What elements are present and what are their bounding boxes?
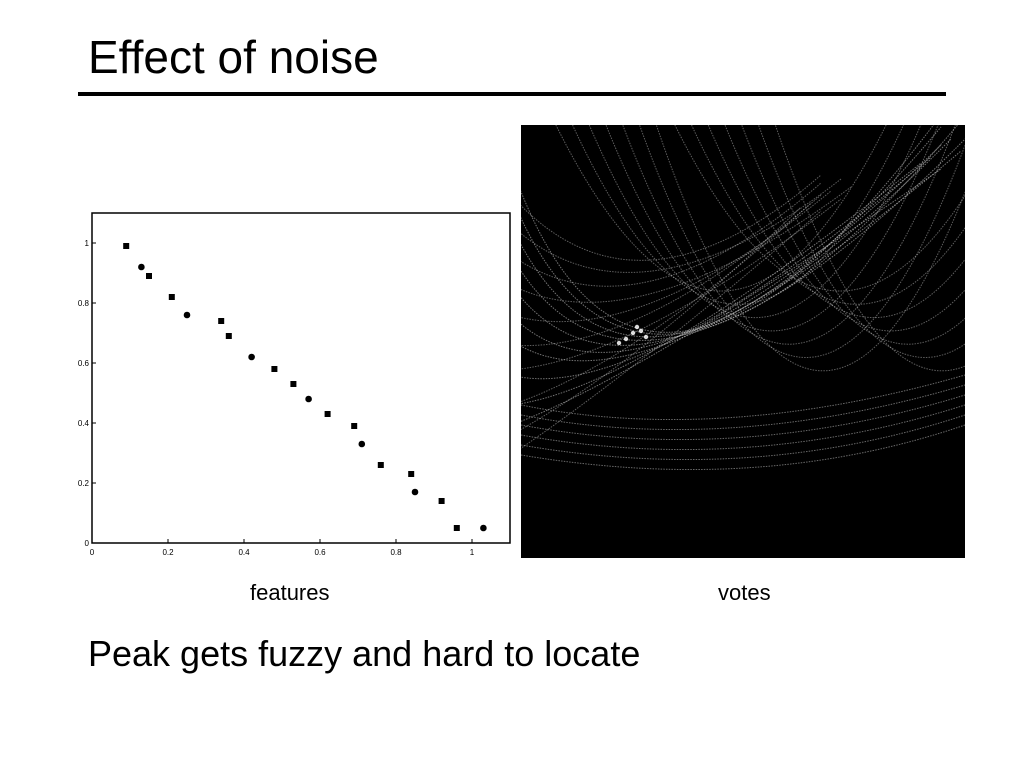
features-scatter-svg: 0 0.2 0.4 0.6 0.8 1 0 0.2 0.4 0.6 0.8 1: [78, 212, 511, 557]
data-point: [351, 423, 358, 429]
vote-curve: [572, 125, 904, 305]
vote-peak: [634, 324, 640, 330]
vote-curve: [521, 374, 965, 421]
features-caption: features: [250, 580, 330, 605]
vote-curve: [521, 414, 965, 461]
vote-curve: [674, 125, 965, 292]
vote-curve: [521, 186, 852, 303]
data-point: [271, 366, 278, 372]
data-point: [411, 488, 419, 496]
vote-curve: [521, 194, 822, 347]
vote-curve: [555, 125, 887, 292]
vote-curve: [521, 424, 965, 471]
data-point: [168, 294, 175, 300]
y-tick-label: 1: [85, 239, 90, 248]
vote-curve: [521, 206, 802, 430]
votes-accumulator-svg: [521, 125, 965, 471]
vote-curve: [521, 162, 922, 405]
data-point: [225, 333, 232, 339]
vote-curve: [521, 404, 965, 451]
vote-curve: [521, 168, 942, 422]
y-tick-label: 0.6: [78, 359, 90, 368]
vote-curve: [521, 138, 952, 346]
vote-curve: [521, 182, 822, 287]
data-point: [438, 498, 445, 504]
x-tick-label: 0.6: [314, 548, 326, 557]
vote-curve: [605, 125, 939, 332]
data-point: [248, 353, 255, 361]
data-point: [480, 524, 487, 532]
title-divider: [78, 92, 946, 96]
x-tick-label: 0.4: [238, 548, 250, 557]
data-point: [358, 440, 366, 448]
slide-title: Effect of noise: [88, 31, 379, 83]
vote-curve: [639, 125, 965, 358]
plot-frame: [91, 212, 511, 544]
vote-curve: [521, 156, 932, 380]
data-point: [290, 381, 297, 387]
votes-image: [521, 125, 965, 558]
vote-curve: [707, 125, 965, 318]
vote-curve: [588, 125, 922, 318]
vote-peak: [643, 334, 649, 340]
data-point: [218, 318, 225, 324]
data-point: [324, 411, 331, 417]
body-text: Peak gets fuzzy and hard to locate: [88, 633, 641, 674]
data-point: [305, 395, 312, 403]
data-point: [123, 243, 130, 249]
vote-curve: [521, 384, 965, 431]
vote-curve: [691, 125, 965, 305]
vote-curve: [521, 394, 965, 441]
vote-curve: [622, 125, 956, 345]
votes-caption: votes: [718, 580, 771, 605]
data-point: [138, 263, 145, 271]
vote-curve: [655, 125, 965, 371]
y-tick-label: 0.8: [78, 299, 90, 308]
vote-curve: [521, 174, 822, 261]
vote-curve: [521, 210, 822, 449]
vote-curve: [521, 125, 959, 335]
vote-curve: [521, 190, 832, 323]
vote-curve: [521, 198, 842, 370]
data-point: [377, 462, 384, 468]
data-point: [183, 311, 191, 319]
x-tick-label: 0.2: [162, 548, 174, 557]
y-tick-label: 0.2: [78, 479, 90, 488]
vote-curve: [724, 125, 965, 332]
x-tick-label: 0.8: [390, 548, 402, 557]
vote-curve: [521, 202, 812, 402]
vote-peak: [616, 340, 622, 346]
vote-curve: [521, 138, 965, 341]
vote-curve: [774, 125, 965, 371]
data-point: [408, 471, 415, 477]
data-point: [146, 273, 152, 279]
vote-peak: [638, 328, 644, 334]
vote-curve: [741, 125, 965, 345]
x-tick-label: 1: [470, 548, 475, 557]
y-tick-label: 0: [85, 539, 90, 548]
x-tick-label: 0: [90, 548, 95, 557]
vote-peak: [623, 336, 629, 342]
vote-curve: [521, 178, 842, 273]
data-point: [453, 525, 460, 531]
features-scatter-chart: 0 0.2 0.4 0.6 0.8 1 0 0.2 0.4 0.6 0.8 1: [78, 205, 518, 565]
vote-curve: [521, 125, 934, 333]
y-tick-label: 0.4: [78, 419, 90, 428]
vote-peak: [630, 330, 636, 336]
